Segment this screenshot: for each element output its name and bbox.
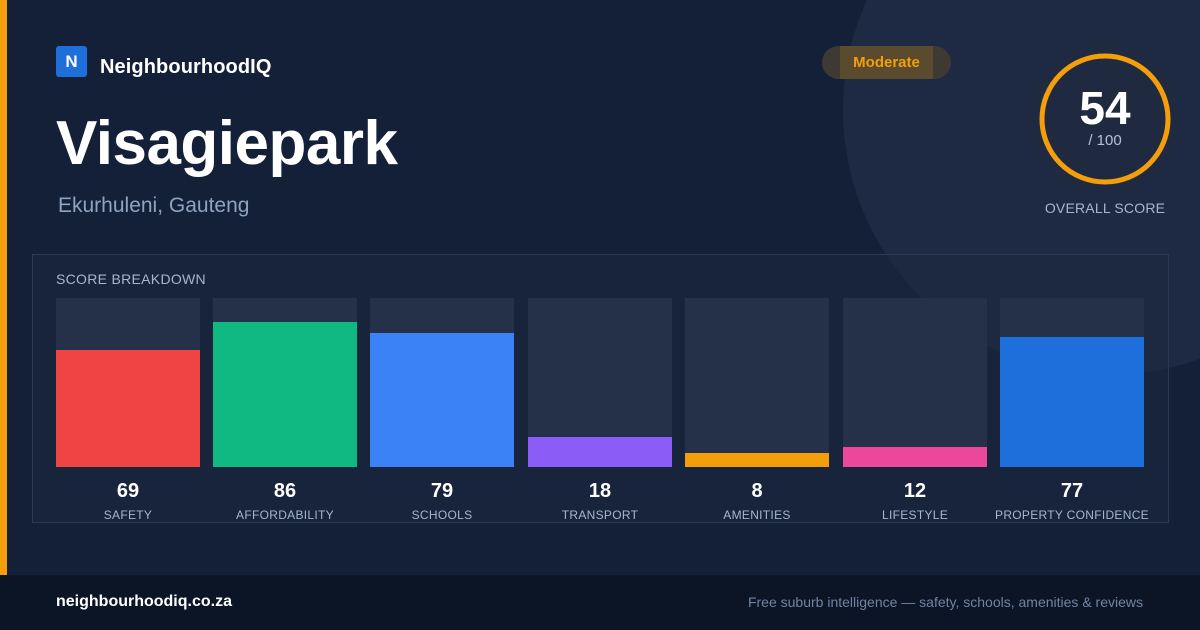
rating-badge: Moderate <box>822 46 951 79</box>
bar-label: SAFETY <box>103 508 153 522</box>
overall-score-value: 54 <box>1079 82 1131 134</box>
footer <box>0 575 1200 630</box>
bar-value: 77 <box>1060 480 1084 502</box>
brand-name: NeighbourhoodIQ <box>100 56 272 78</box>
overall-score-ring <box>1028 42 1182 196</box>
score-bar-schools: 79 SCHOOLS <box>370 298 514 524</box>
score-bar-amenities: 8 AMENITIES <box>685 298 829 524</box>
bar-label: TRANSPORT <box>561 508 639 522</box>
bar-track <box>213 298 357 467</box>
bar-label: AFFORDABILITY <box>236 508 334 522</box>
score-ring-progress <box>1039 53 1171 185</box>
bar-fill <box>370 333 514 467</box>
rating-badge-highlight <box>840 46 933 79</box>
score-bar-affordability: 86 AFFORDABILITY <box>213 298 357 524</box>
bar-track <box>528 298 672 467</box>
footer-domain: neighbourhoodiq.co.za <box>56 593 232 610</box>
score-bar-transport: 18 TRANSPORT <box>528 298 672 524</box>
bar-value: 86 <box>273 480 297 502</box>
bar-label: AMENITIES <box>723 508 791 522</box>
bar-label: SCHOOLS <box>411 508 473 522</box>
bar-fill <box>56 350 200 467</box>
footer-tagline: Free suburb intelligence — safety, schoo… <box>747 594 1143 610</box>
rating-badge-label: Moderate <box>853 54 920 71</box>
suburb-title: Visagiepark <box>56 109 398 178</box>
bar-fill <box>213 322 357 467</box>
bar-label: LIFESTYLE <box>881 508 949 522</box>
bar-value: 69 <box>116 480 140 502</box>
overall-score-max: / 100 <box>1088 132 1122 149</box>
bar-track <box>56 298 200 467</box>
logo-icon: N <box>56 46 87 77</box>
bar-track <box>685 298 829 467</box>
bar-value: 12 <box>903 480 927 502</box>
bar-fill <box>843 447 987 467</box>
bar-label: PROPERTY CONFIDENCE <box>995 508 1149 522</box>
bar-value: 18 <box>588 480 612 502</box>
accent-bar <box>0 0 7 575</box>
score-bar-lifestyle: 12 LIFESTYLE <box>843 298 987 524</box>
score-ring-backdrop <box>1028 42 1182 196</box>
score-bar-safety: 69 SAFETY <box>56 298 200 524</box>
overall-score-label: OVERALL SCORE <box>1044 200 1166 216</box>
bar-track <box>843 298 987 467</box>
bar-track <box>1000 298 1144 467</box>
suburb-location: Ekurhuleni, Gauteng <box>58 194 250 217</box>
score-bar-property-confidence: 77 PROPERTY CONFIDENCE <box>995 298 1149 524</box>
bar-fill <box>528 437 672 467</box>
bar-value: 79 <box>430 480 454 502</box>
bar-value: 8 <box>751 480 763 502</box>
bar-track <box>370 298 514 467</box>
bar-fill <box>1000 337 1144 467</box>
bar-fill <box>685 453 829 467</box>
score-breakdown-title: SCORE BREAKDOWN <box>56 271 206 287</box>
